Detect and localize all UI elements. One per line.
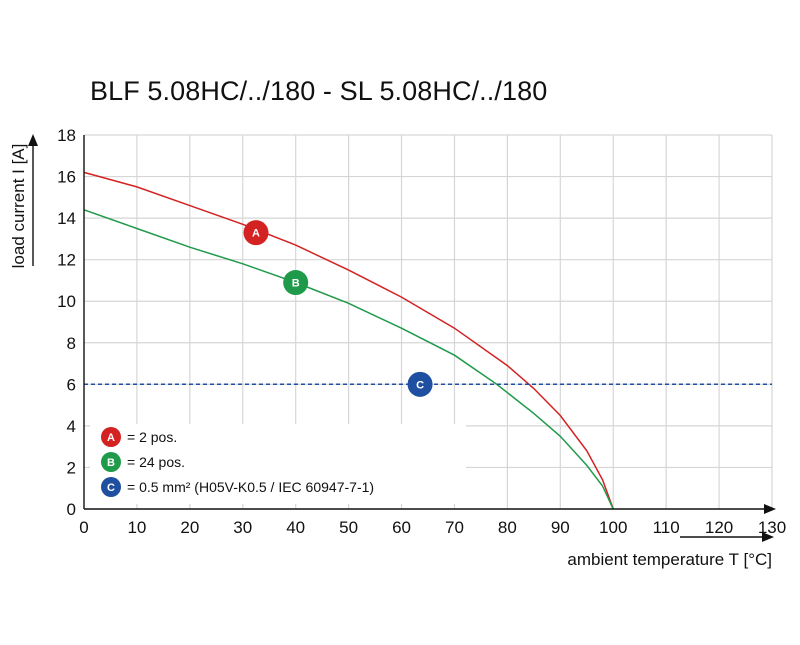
y-tick-label: 14	[57, 209, 76, 228]
x-tick-label: 10	[127, 518, 146, 537]
x-tick-label: 40	[286, 518, 305, 537]
y-tick-label: 10	[57, 292, 76, 311]
marker-a: A	[243, 220, 269, 246]
markers-layer: A B C	[243, 220, 433, 397]
x-axis-label: ambient temperature T [°C]	[567, 550, 772, 569]
x-tick-label: 50	[339, 518, 358, 537]
x-tick-label: 90	[551, 518, 570, 537]
marker-circle	[407, 371, 433, 397]
legend-text: = 0.5 mm² (H05V-K0.5 / IEC 60947-7-1)	[127, 479, 374, 495]
legend-badge	[101, 427, 121, 447]
chart-title: BLF 5.08HC/../180 - SL 5.08HC/../180	[90, 76, 548, 106]
legend-entry-a: A = 2 pos.	[101, 427, 177, 447]
legend-badge-label: C	[107, 482, 115, 494]
y-tick-label: 0	[67, 500, 76, 519]
x-tick-label: 120	[705, 518, 733, 537]
legend-badge	[101, 452, 121, 472]
legend-badge-label: B	[107, 457, 115, 469]
y-label-arrow-icon	[28, 134, 38, 146]
marker-circle	[283, 270, 309, 296]
legend-text: = 24 pos.	[127, 454, 185, 470]
y-tick-label: 16	[57, 168, 76, 187]
marker-c: C	[407, 371, 433, 397]
legend: A = 2 pos. B = 24 pos. C = 0.5 mm² (H05V-K0.5…	[101, 427, 374, 497]
x-tick-label: 80	[498, 518, 517, 537]
x-axis-arrow-icon	[764, 504, 776, 514]
legend-entry-b: B = 24 pos.	[101, 452, 185, 472]
marker-b: B	[283, 270, 309, 296]
x-tick-label: 130	[758, 518, 786, 537]
x-tick-label: 0	[79, 518, 88, 537]
series-a-line	[83, 171, 614, 510]
x-tick-label: 60	[392, 518, 411, 537]
x-tick-label: 20	[180, 518, 199, 537]
x-tick-label: 100	[599, 518, 627, 537]
x-tick-label: 70	[445, 518, 464, 537]
legend-text: = 2 pos.	[127, 429, 177, 445]
y-tick-label: 2	[67, 458, 76, 477]
legend-background	[90, 424, 466, 504]
marker-label: B	[292, 278, 300, 290]
y-tick-label: 6	[67, 375, 76, 394]
series-b-line	[83, 209, 614, 510]
marker-label: A	[252, 228, 260, 240]
y-tick-label: 18	[57, 126, 76, 145]
x-tick-label: 30	[233, 518, 252, 537]
marker-label: C	[416, 379, 424, 391]
legend-badge	[101, 477, 121, 497]
axes: 0 10 20 30 40 50 60 70 80 90 100 110 120 130 0 2 4 6 8 10 12…	[9, 126, 786, 569]
y-tick-label: 8	[67, 334, 76, 353]
legend-badge-label: A	[107, 432, 115, 444]
legend-entry-c: C = 0.5 mm² (H05V-K0.5 / IEC 60947-7-1)	[101, 477, 374, 497]
y-axis-label: load current I [A]	[9, 144, 28, 269]
y-tick-label: 4	[67, 417, 76, 436]
marker-circle	[243, 220, 269, 246]
x-label-arrow-icon	[762, 532, 774, 542]
x-tick-label: 110	[653, 518, 680, 537]
y-tick-label: 12	[57, 251, 76, 270]
